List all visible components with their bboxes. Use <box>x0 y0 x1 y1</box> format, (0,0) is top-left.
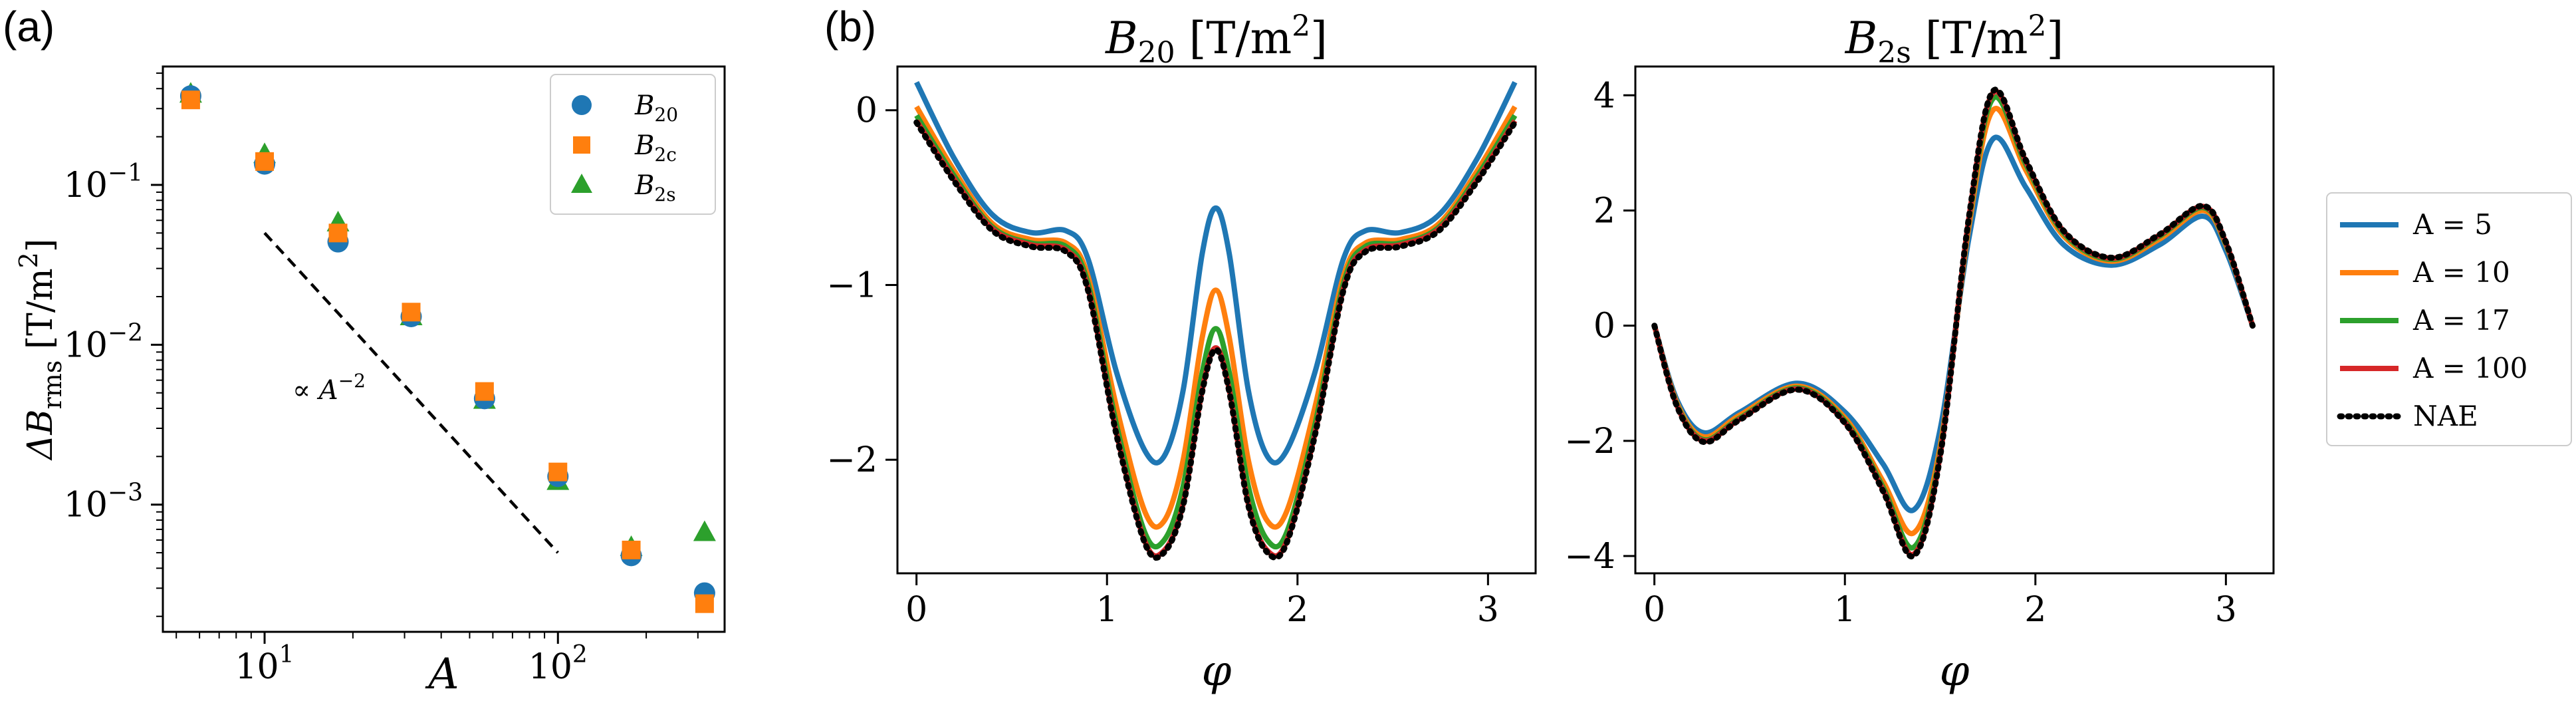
series-line-A=100 <box>914 119 1518 559</box>
x-tick-label: 1 <box>1834 590 1856 630</box>
y-tick-label: 10−2 <box>64 319 143 365</box>
legend-label-A=5: A = 5 <box>2412 208 2492 241</box>
data-point-B2c <box>622 540 641 559</box>
reference-line-label: ∝ A−2 <box>293 370 366 406</box>
x-axis-label: φ <box>1202 646 1232 696</box>
x-tick-label: 102 <box>528 641 588 687</box>
y-tick-label: 10−3 <box>64 480 143 525</box>
y-tick-label: 2 <box>1593 191 1615 231</box>
y-tick-label: 0 <box>1593 307 1615 347</box>
data-point-B2c <box>328 223 348 243</box>
legend-label-B2s: B2s <box>634 170 676 206</box>
y-tick-label: −4 <box>1564 537 1615 577</box>
legend-marker-B2s <box>571 174 592 193</box>
x-tick-label: 2 <box>1286 590 1308 630</box>
x-axis-label: φ <box>1940 646 1970 696</box>
x-tick-label: 3 <box>2215 590 2237 630</box>
panel-b-legend: A = 5 A = 10 A = 17 A = 100 NAE <box>2326 192 2572 446</box>
data-point-B2c <box>548 462 568 482</box>
y-tick-label: 10−1 <box>64 160 143 206</box>
panel-a-label: (a) <box>3 3 55 51</box>
data-point-B2c <box>181 90 200 110</box>
axes-frame <box>1634 65 2275 575</box>
series-line-NAE <box>913 119 1518 561</box>
series-line-A=17 <box>1651 94 2256 551</box>
data-point-B2s <box>693 520 716 541</box>
x-axis-label: A <box>425 650 459 699</box>
x-tick-label: 0 <box>905 590 927 630</box>
legend-label-B20: B20 <box>634 90 678 126</box>
y-tick-label: −2 <box>826 440 878 480</box>
panel-b20-chart: B20 [T/m2] 0 1 2 3 0 −1 −2 φ <box>826 9 1537 696</box>
series-line-NAE <box>1651 86 2256 560</box>
legend-label-B2c: B2c <box>634 130 677 166</box>
legend-label-A=17: A = 17 <box>2412 304 2510 337</box>
data-point-B2c <box>255 152 275 171</box>
y-tick-label: −1 <box>826 265 878 305</box>
panel-b2s-chart: B2s [T/m2] 0 1 2 3 −4 −2 0 2 4 φ <box>1564 9 2275 696</box>
legend-box <box>550 74 716 215</box>
series-line-A=10 <box>1651 106 2256 537</box>
x-tick-label: 2 <box>2024 590 2046 630</box>
reference-line <box>263 231 559 554</box>
series-line-A=17 <box>914 114 1518 550</box>
legend-label-A=100: A = 100 <box>2412 352 2527 384</box>
legend-box <box>2326 192 2572 446</box>
series-line-A=10 <box>914 105 1518 530</box>
legend-label-NAE: NAE <box>2413 400 2478 432</box>
legend-marker-B20 <box>572 95 592 115</box>
y-axis-label: ΔBrms [T/m2] <box>14 239 67 461</box>
data-point-B2c <box>695 594 714 613</box>
axes-frame <box>896 65 1537 575</box>
legend-marker-B2c <box>573 136 590 154</box>
x-tick-label: 1 <box>1096 590 1118 630</box>
y-tick-label: 0 <box>856 91 878 131</box>
x-tick-label: 0 <box>1643 590 1665 630</box>
x-tick-label: 3 <box>1477 590 1499 630</box>
legend-label-A=10: A = 10 <box>2412 256 2510 289</box>
data-point-B2c <box>475 382 494 401</box>
chart-title: B20 [T/m2] <box>1105 9 1328 70</box>
axes-frame <box>162 65 726 633</box>
chart-title: B2s [T/m2] <box>1845 9 2063 70</box>
y-tick-label: 4 <box>1593 76 1615 116</box>
x-tick-label: 101 <box>235 641 294 687</box>
series-line-A=5 <box>914 80 1518 466</box>
panel-b-label: (b) <box>824 3 876 51</box>
panel-a-legend: B20 B2c B2s <box>550 74 716 215</box>
y-tick-label: −2 <box>1564 422 1615 462</box>
data-point-B2c <box>402 303 421 322</box>
